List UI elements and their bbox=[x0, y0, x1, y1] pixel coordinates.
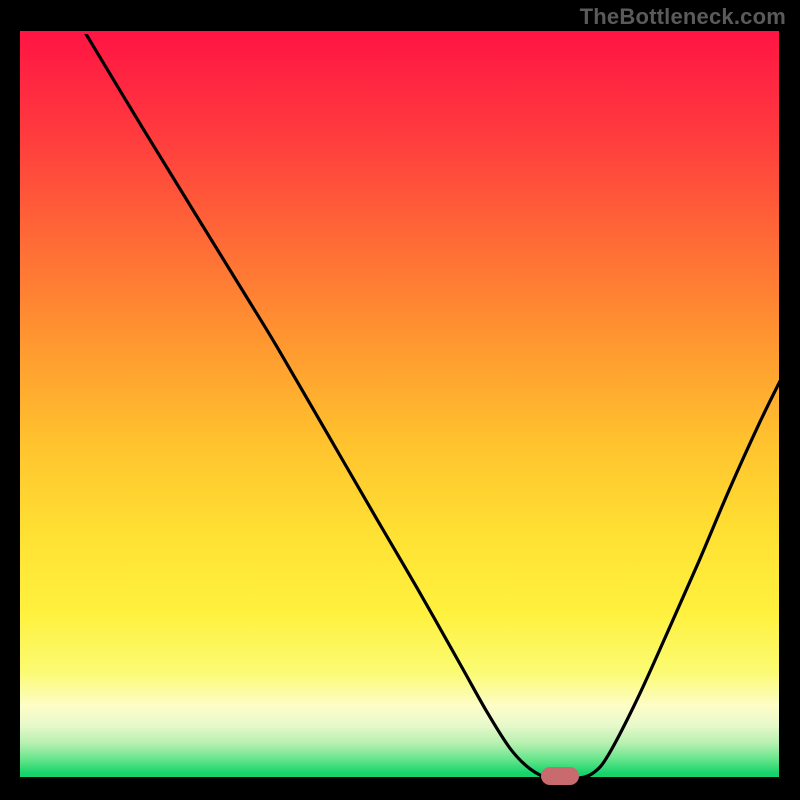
curve-path bbox=[86, 34, 782, 779]
watermark-text: TheBottleneck.com bbox=[580, 4, 786, 30]
bottleneck-curve bbox=[23, 34, 782, 780]
plot-area bbox=[17, 28, 782, 780]
optimum-marker bbox=[541, 767, 579, 785]
chart-root: { "watermark": { "text": "TheBottleneck.… bbox=[0, 0, 800, 800]
